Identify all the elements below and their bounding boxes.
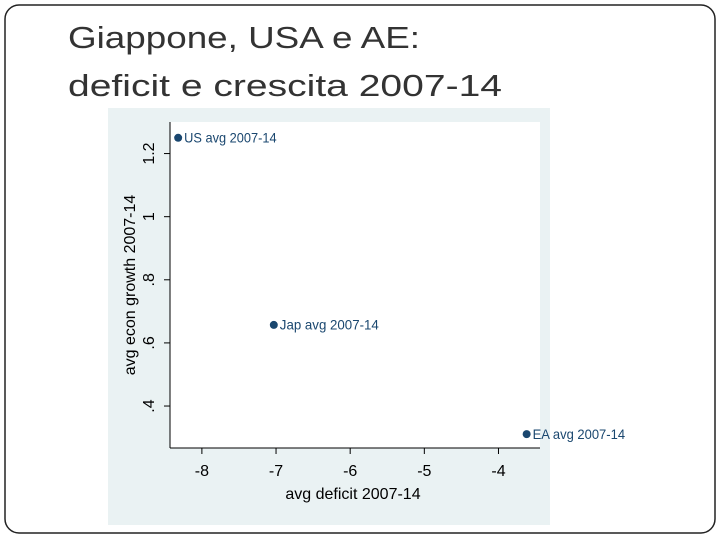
point xyxy=(269,320,278,329)
x-axis-title: avg deficit 2007-14 xyxy=(285,486,420,503)
y-tick-label: .8 xyxy=(141,273,158,286)
point xyxy=(174,133,183,142)
x-tick-label: -8 xyxy=(195,463,209,480)
y-axis-title: avg econ growth 2007-14 xyxy=(122,195,139,376)
x-tick-label: -7 xyxy=(269,463,283,480)
y-tick-label: .6 xyxy=(141,336,158,349)
y-tick-label: .4 xyxy=(141,399,158,412)
point-label: EA avg 2007-14 xyxy=(533,426,626,442)
y-tick-label: 1.2 xyxy=(141,142,158,164)
x-tick-label: -5 xyxy=(417,463,431,480)
point-label: Jap avg 2007-14 xyxy=(280,317,379,333)
slide-title: Giappone, USA e AE: xyxy=(68,20,420,55)
plot-area xyxy=(170,122,540,448)
y-tick-label: 1 xyxy=(141,212,158,221)
slide-title: deficit e crescita 2007-14 xyxy=(68,68,502,103)
x-tick-label: -4 xyxy=(491,463,505,480)
x-tick-label: -6 xyxy=(343,463,357,480)
point xyxy=(522,430,531,439)
point-label: US avg 2007-14 xyxy=(184,129,277,145)
